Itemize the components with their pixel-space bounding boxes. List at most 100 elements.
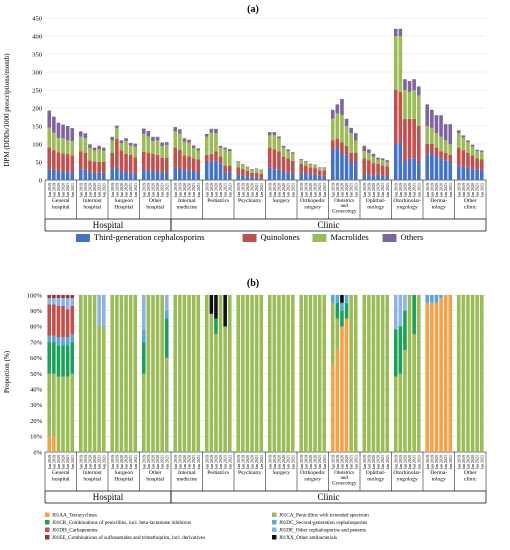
bar-a-otherclinic-2-2 <box>461 137 466 151</box>
bar-a-peds-2-3 <box>209 128 214 133</box>
bar-b-general-2-3 <box>52 335 56 343</box>
bar-a-intmed-6-3 <box>196 148 201 151</box>
bar-a-intmed-1-1 <box>173 147 178 168</box>
bar-b-surgeon-4-1 <box>124 295 128 452</box>
bar-a-psych-4-1 <box>250 172 254 178</box>
group-label-ent: yngology <box>397 476 418 482</box>
x-tick-label: Jan 2019 <box>47 183 52 197</box>
x-tick-label: Jan 2021 <box>349 183 354 197</box>
bar-a-ophth-1-1 <box>362 158 367 175</box>
bar-a-ortho-6-0 <box>322 175 327 180</box>
y-tick-label: 150 <box>32 123 42 130</box>
bar-a-psych-6-0 <box>259 178 264 180</box>
setting-label-clinic: Clinic <box>318 220 340 230</box>
bar-a-surg-1-0 <box>267 167 272 180</box>
bar-a-surgeon-1-3 <box>110 136 115 141</box>
bar-a-obgyn-3-3 <box>340 99 344 116</box>
x-tick-label: Jan 2021 <box>196 183 201 197</box>
bar-b-peds-3-2 <box>214 318 218 335</box>
x-tick-label: Jan 2020 <box>339 455 344 469</box>
bar-b-obgyn-4-3 <box>344 295 349 303</box>
bar-a-peds-2-2 <box>209 132 214 155</box>
bar-b-derm-1-3 <box>425 295 430 303</box>
bar-a-obgyn-4-3 <box>344 118 349 126</box>
bar-a-surgeon-2-3 <box>115 125 119 128</box>
bar-a-ophth-4-1 <box>376 163 380 175</box>
bar-a-general-4-0 <box>61 171 65 180</box>
x-tick-label: Jan 2019 <box>429 183 434 197</box>
bar-a-ortho-2-0 <box>304 173 308 180</box>
bar-a-otherhosp-1-2 <box>141 133 146 152</box>
bar-b-surg-4-1 <box>281 295 286 452</box>
x-tick-label: Jan 2020 <box>402 455 407 469</box>
legend-b-label-7: J01XX_Other antibacterials <box>279 535 337 541</box>
bar-a-otherclinic-1-1 <box>456 147 461 166</box>
bar-a-otherhosp-2-1 <box>146 152 151 170</box>
x-tick-label: Jan 2019 <box>146 183 151 197</box>
x-tick-label: Jan 2019 <box>51 455 56 469</box>
bar-a-peds-1-3 <box>204 133 209 137</box>
bar-b-general-4-2 <box>61 345 65 377</box>
x-tick-label: Jan 2020 <box>119 455 124 469</box>
x-tick-label: Jan 2021 <box>317 183 322 197</box>
bar-a-surg-5-1 <box>286 158 290 173</box>
bar-a-psych-5-2 <box>254 169 259 173</box>
x-tick-label: Jan 2019 <box>173 455 178 469</box>
x-tick-label: Jan 2020 <box>250 183 255 197</box>
bar-a-obgyn-4-1 <box>344 145 349 155</box>
bar-a-internist-3-2 <box>88 147 92 161</box>
bar-a-surgeon-2-2 <box>115 127 119 139</box>
bar-a-otherclinic-6-2 <box>479 151 484 160</box>
group-label-psych: Psychiatry <box>238 198 262 204</box>
x-tick-label: Jan 2019 <box>267 183 272 197</box>
group-label-derm: tology <box>432 204 446 210</box>
x-tick-label: Jan 2021 <box>349 455 354 469</box>
bar-b-obgyn-5-1 <box>349 295 353 452</box>
bar-a-ophth-2-0 <box>367 174 371 180</box>
bar-a-otherhosp-3-0 <box>151 171 155 180</box>
bar-a-psych-5-3 <box>254 168 259 170</box>
bar-a-ophth-5-3 <box>380 158 385 161</box>
group-label-general: General <box>52 470 70 476</box>
bar-a-otherclinic-5-3 <box>475 149 479 152</box>
bar-a-ortho-4-0 <box>313 174 317 180</box>
group-label-otherclinic: clinic <box>464 204 477 210</box>
x-tick-label: Jan 2019 <box>299 455 304 469</box>
group-label-general: hospital <box>52 204 70 210</box>
x-tick-label: Jan 2020 <box>213 455 218 469</box>
x-tick-label: Jan 2020 <box>182 183 187 197</box>
bar-a-surgeon-4-0 <box>124 171 128 180</box>
x-tick-label: Jan 2021 <box>196 455 201 469</box>
x-tick-label: Jan 2021 <box>286 455 291 469</box>
bar-a-surgeon-5-3 <box>128 142 133 146</box>
bar-a-surgeon-3-3 <box>119 140 124 144</box>
bar-a-ophth-6-3 <box>385 160 390 162</box>
x-tick-label: Jan 2019 <box>425 183 430 197</box>
bar-a-otherclinic-4-1 <box>470 155 475 170</box>
bar-b-ent-1-5 <box>393 295 398 330</box>
bar-a-ent-3-1 <box>403 118 407 162</box>
x-tick-label: Jan 2019 <box>393 455 398 469</box>
group-label-internist: Internist <box>83 198 102 204</box>
bar-a-surg-1-2 <box>267 135 272 148</box>
x-tick-label: Jan 2021 <box>380 455 385 469</box>
bar-a-otherhosp-1-3 <box>141 128 146 134</box>
bar-a-surg-1-3 <box>267 132 272 135</box>
bar-b-general-6-2 <box>70 342 75 374</box>
bar-a-obgyn-2-1 <box>335 138 340 148</box>
bar-a-intmed-2-0 <box>178 168 182 180</box>
bar-a-psych-4-3 <box>250 169 254 170</box>
x-tick-label: Jan 2021 <box>353 183 358 197</box>
panel-b-label: (b) <box>247 278 259 289</box>
bar-b-ortho-4-1 <box>313 295 317 452</box>
bar-a-surg-2-2 <box>272 135 277 150</box>
bar-a-ent-3-3 <box>403 79 407 90</box>
x-tick-label: Jan 2020 <box>218 183 223 197</box>
bar-a-surg-5-3 <box>286 149 290 152</box>
bar-a-ortho-3-0 <box>308 174 313 180</box>
bar-a-peds-2-1 <box>209 154 214 162</box>
bar-a-surgeon-3-0 <box>119 172 124 180</box>
group-label-surgeon: Hospital <box>114 204 133 210</box>
bar-a-psych-1-2 <box>236 162 241 168</box>
legend-a-swatch-0 <box>75 234 90 242</box>
